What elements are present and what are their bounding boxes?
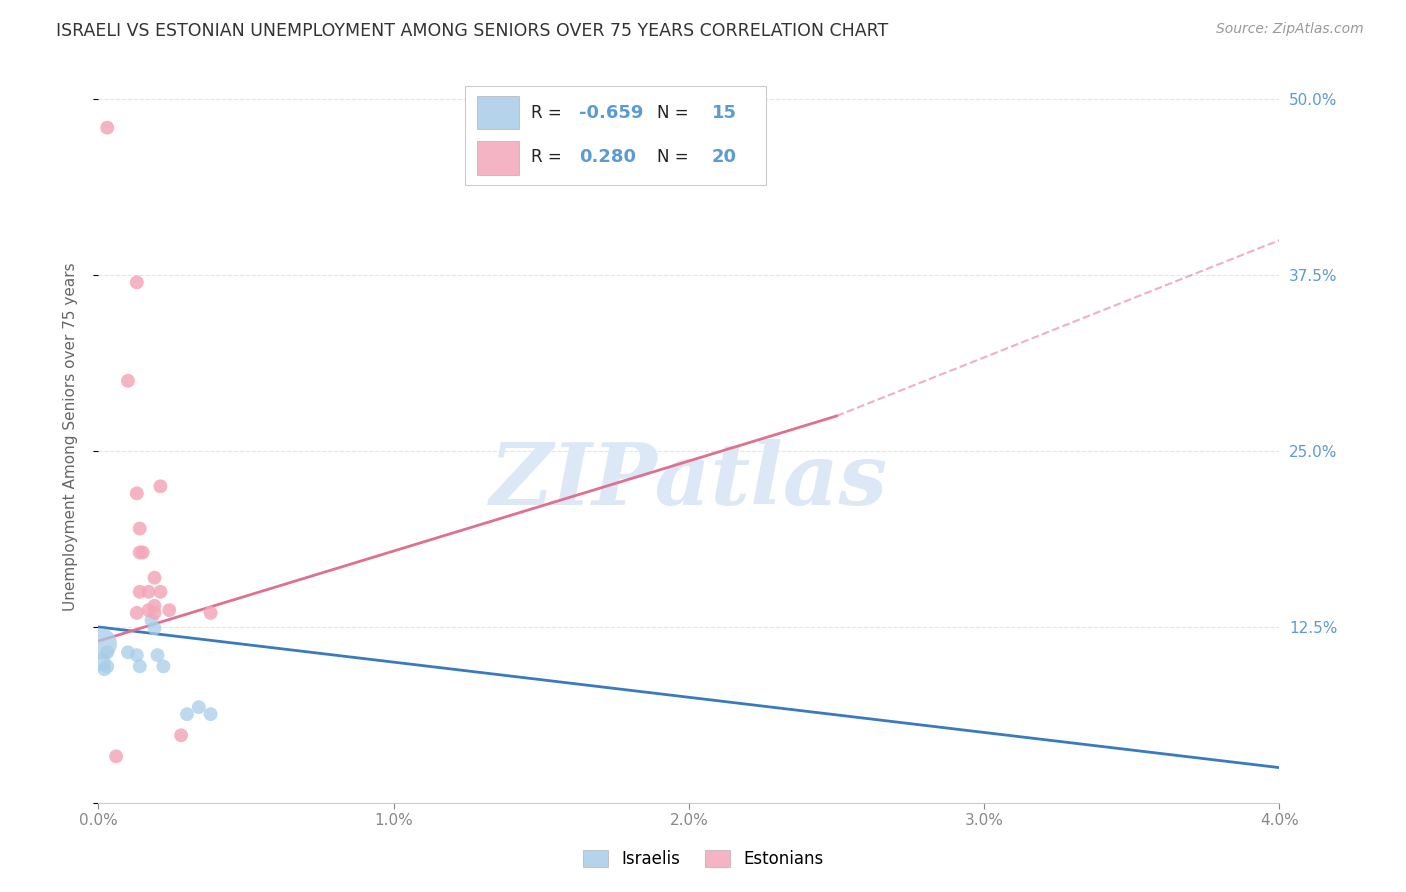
Point — [125, 486, 148, 500]
Point — [125, 276, 148, 290]
Point — [149, 584, 172, 599]
Point — [117, 645, 139, 659]
Point — [105, 749, 128, 764]
Point — [90, 655, 112, 669]
Point — [146, 648, 169, 662]
Point — [128, 545, 150, 559]
Point — [141, 613, 163, 627]
Point — [125, 648, 148, 662]
Point — [152, 659, 174, 673]
Point — [128, 521, 150, 535]
Text: ZIPatlas: ZIPatlas — [489, 439, 889, 523]
Point — [170, 728, 193, 742]
Point — [117, 374, 139, 388]
Legend: Israelis, Estonians: Israelis, Estonians — [576, 843, 830, 875]
Point — [128, 659, 150, 673]
Point — [125, 606, 148, 620]
Point — [157, 603, 180, 617]
Point — [96, 659, 118, 673]
Point — [149, 479, 172, 493]
Point — [132, 545, 155, 559]
Point — [200, 707, 222, 722]
Text: ISRAELI VS ESTONIAN UNEMPLOYMENT AMONG SENIORS OVER 75 YEARS CORRELATION CHART: ISRAELI VS ESTONIAN UNEMPLOYMENT AMONG S… — [56, 22, 889, 40]
Point — [143, 621, 166, 635]
Point — [143, 606, 166, 620]
Point — [138, 584, 160, 599]
Y-axis label: Unemployment Among Seniors over 75 years: Unemployment Among Seniors over 75 years — [63, 263, 77, 611]
Point — [138, 603, 160, 617]
Point — [187, 700, 209, 714]
Point — [96, 120, 118, 135]
Point — [200, 606, 222, 620]
Text: Source: ZipAtlas.com: Source: ZipAtlas.com — [1216, 22, 1364, 37]
Point — [176, 707, 198, 722]
Point — [96, 645, 118, 659]
Point — [128, 584, 150, 599]
Point — [143, 599, 166, 613]
Point — [143, 571, 166, 585]
Point — [90, 637, 112, 651]
Point — [93, 662, 115, 676]
